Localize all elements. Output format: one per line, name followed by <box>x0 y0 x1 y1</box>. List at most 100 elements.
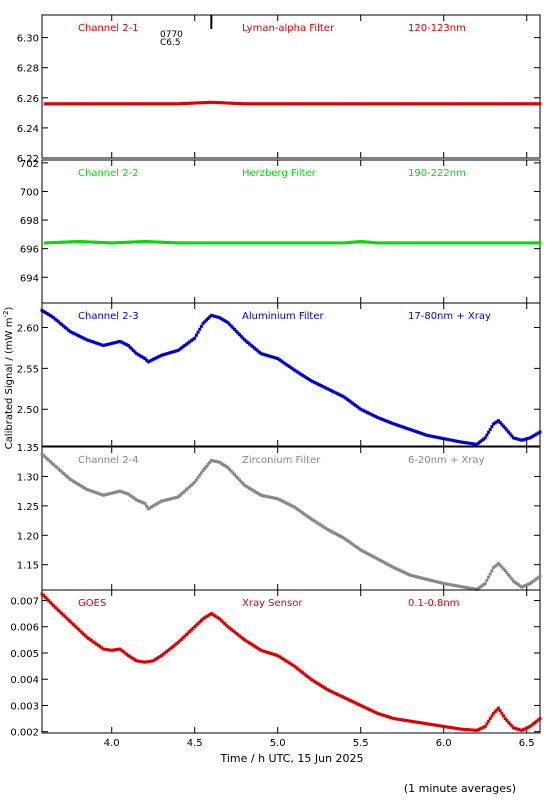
data-point <box>488 717 492 721</box>
data-point <box>246 640 250 644</box>
data-point <box>93 341 97 345</box>
data-point <box>83 486 87 490</box>
filter-label: Zirconium Filter <box>242 455 321 466</box>
data-point <box>411 241 415 245</box>
data-point <box>130 656 134 660</box>
data-point <box>53 605 57 609</box>
data-point <box>70 102 74 106</box>
data-point <box>518 728 522 732</box>
data-point <box>282 658 286 662</box>
data-point <box>228 322 232 326</box>
data-point <box>312 519 316 523</box>
data-point <box>480 241 484 245</box>
data-point <box>368 102 372 106</box>
data-point <box>221 620 225 624</box>
data-point <box>234 631 238 635</box>
data-point <box>525 437 529 441</box>
data-point <box>50 102 54 106</box>
data-point <box>355 102 359 106</box>
data-point <box>67 618 71 622</box>
data-point <box>146 360 150 364</box>
data-point <box>331 389 334 393</box>
data-point <box>344 537 348 541</box>
data-point <box>216 315 220 319</box>
data-point <box>407 427 411 431</box>
data-point <box>410 428 414 432</box>
data-point <box>233 327 237 331</box>
data-point <box>187 241 191 245</box>
data-point <box>176 640 180 644</box>
data-point <box>91 102 95 106</box>
data-point <box>462 440 466 444</box>
data-point <box>274 653 278 657</box>
data-point <box>354 404 358 408</box>
data-point <box>395 241 399 245</box>
data-point <box>165 650 168 654</box>
data-point <box>425 722 429 726</box>
data-point <box>389 421 393 425</box>
data-point <box>201 617 205 621</box>
data-point <box>443 582 447 586</box>
data-point <box>487 575 491 579</box>
data-point <box>339 534 343 538</box>
data-point <box>352 543 356 547</box>
data-point <box>263 102 267 106</box>
data-point <box>468 441 472 445</box>
data-point <box>327 528 331 532</box>
data-point <box>515 241 519 245</box>
data-point <box>526 582 530 586</box>
data-point <box>91 240 95 244</box>
data-points <box>43 240 542 245</box>
data-point <box>327 388 331 392</box>
data-point <box>113 648 117 652</box>
data-point <box>223 319 227 323</box>
data-point <box>503 569 507 573</box>
data-point <box>57 467 61 471</box>
data-point <box>78 240 82 244</box>
data-point <box>276 357 280 361</box>
data-point <box>531 434 535 438</box>
data-point <box>109 241 113 245</box>
data-point <box>172 241 176 245</box>
data-point <box>355 546 359 550</box>
data-point <box>345 539 349 543</box>
data-point <box>118 647 122 651</box>
data-point <box>413 102 417 106</box>
data-point <box>425 433 429 437</box>
data-point <box>457 727 461 731</box>
data-point <box>142 240 146 244</box>
data-point <box>218 460 222 464</box>
data-point <box>296 370 300 374</box>
data-point <box>538 574 542 578</box>
data-point <box>43 102 47 106</box>
data-point <box>531 579 535 583</box>
data-point <box>309 379 313 383</box>
data-point <box>371 102 375 106</box>
data-point <box>403 102 407 106</box>
data-point <box>441 241 445 245</box>
data-point <box>485 722 489 726</box>
data-point <box>332 390 336 394</box>
data-point <box>83 102 87 106</box>
data-point <box>520 438 524 442</box>
data-point <box>86 636 90 640</box>
data-point <box>363 102 367 106</box>
data-point <box>508 241 512 245</box>
data-point <box>383 241 387 245</box>
data-point <box>103 102 107 106</box>
data-point <box>395 567 399 571</box>
data-point <box>216 101 220 105</box>
data-point <box>189 483 193 487</box>
data-point <box>287 661 291 665</box>
data-point <box>218 617 222 621</box>
data-point <box>474 102 478 106</box>
data-point <box>47 458 51 462</box>
data-point <box>415 430 419 434</box>
data-point <box>302 512 306 516</box>
data-point <box>189 339 193 343</box>
data-point <box>60 612 64 616</box>
data-point <box>309 517 313 521</box>
data-point <box>477 241 481 245</box>
data-point <box>507 241 511 245</box>
